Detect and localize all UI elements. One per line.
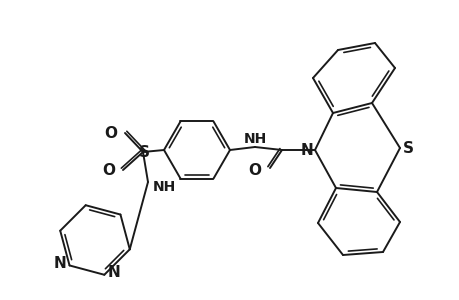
Text: S: S — [138, 145, 149, 160]
Text: O: O — [104, 125, 117, 140]
Text: NH: NH — [243, 132, 266, 146]
Text: S: S — [402, 140, 413, 155]
Text: NH: NH — [153, 180, 176, 194]
Text: N: N — [54, 256, 67, 271]
Text: O: O — [247, 163, 260, 178]
Text: N: N — [107, 265, 120, 280]
Text: N: N — [300, 142, 312, 158]
Text: O: O — [102, 163, 115, 178]
